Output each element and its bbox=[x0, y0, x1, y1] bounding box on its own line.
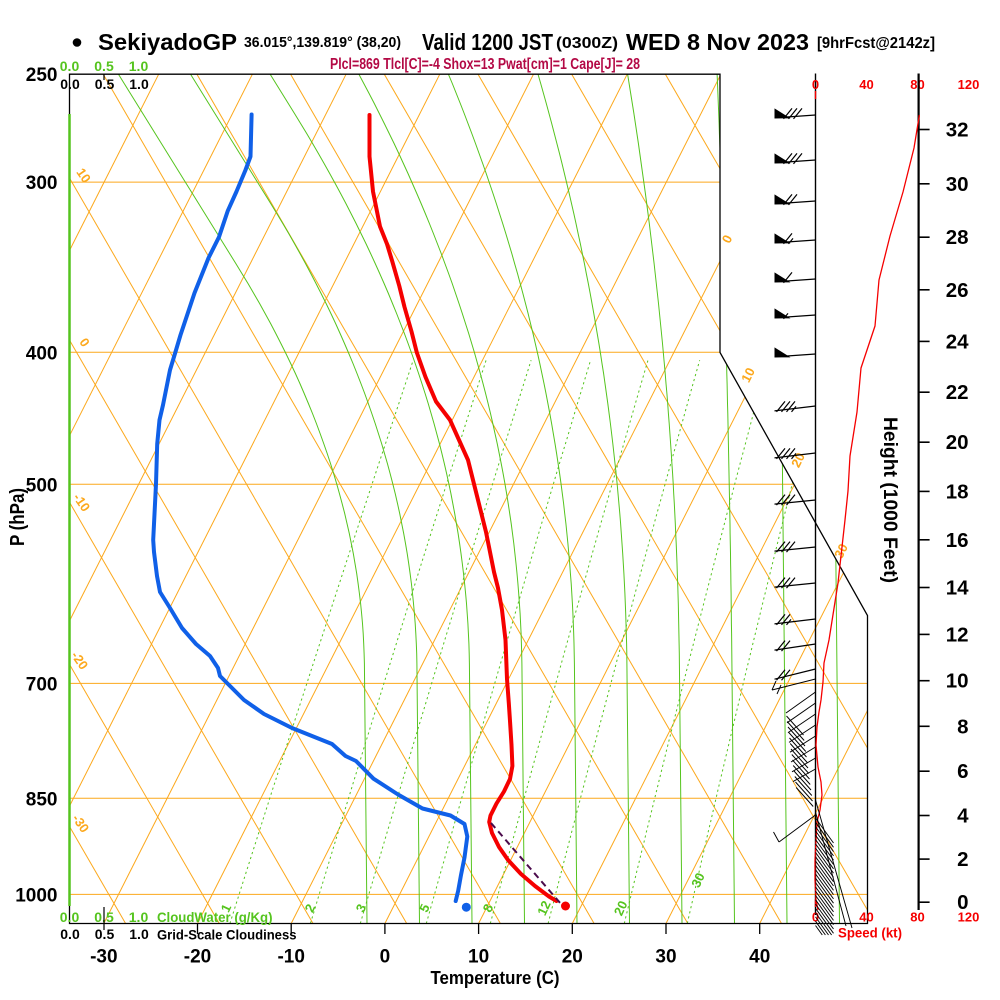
svg-text:26: 26 bbox=[946, 279, 969, 302]
svg-text:0.0: 0.0 bbox=[60, 909, 80, 925]
svg-text:2: 2 bbox=[957, 848, 968, 871]
svg-text:40: 40 bbox=[859, 910, 873, 925]
svg-text:10: 10 bbox=[468, 947, 489, 968]
svg-text:6: 6 bbox=[957, 760, 968, 783]
svg-text:24: 24 bbox=[946, 330, 969, 353]
svg-text:20: 20 bbox=[611, 898, 631, 917]
svg-text:36.015°,139.819° (38,20): 36.015°,139.819° (38,20) bbox=[244, 34, 401, 51]
svg-text:Grid-Scale Cloudiness: Grid-Scale Cloudiness bbox=[157, 927, 297, 943]
svg-text:0: 0 bbox=[380, 947, 391, 968]
svg-text:32: 32 bbox=[946, 118, 969, 141]
svg-text:1.0: 1.0 bbox=[129, 58, 149, 74]
svg-text:30: 30 bbox=[946, 173, 969, 196]
svg-text:20: 20 bbox=[562, 947, 583, 968]
svg-text:(0300Z): (0300Z) bbox=[556, 35, 618, 52]
svg-text:300: 300 bbox=[26, 173, 58, 194]
svg-text:700: 700 bbox=[26, 674, 58, 695]
svg-text:22: 22 bbox=[946, 381, 969, 404]
svg-text:0.0: 0.0 bbox=[60, 58, 80, 74]
svg-text:0.5: 0.5 bbox=[95, 926, 115, 942]
svg-text:12: 12 bbox=[534, 898, 554, 917]
svg-text:SekiyadoGP: SekiyadoGP bbox=[98, 29, 237, 55]
svg-text:-20: -20 bbox=[184, 947, 211, 968]
svg-text:40: 40 bbox=[749, 947, 770, 968]
svg-text:8: 8 bbox=[957, 715, 968, 738]
svg-text:16: 16 bbox=[946, 529, 969, 552]
svg-text:40: 40 bbox=[859, 77, 873, 92]
svg-text:Speed (kt): Speed (kt) bbox=[838, 926, 902, 941]
svg-text:-30: -30 bbox=[90, 947, 117, 968]
svg-text:20: 20 bbox=[946, 431, 969, 454]
svg-text:30: 30 bbox=[688, 870, 708, 889]
svg-text:120: 120 bbox=[958, 77, 980, 92]
svg-text:10: 10 bbox=[738, 365, 758, 385]
svg-text:28: 28 bbox=[946, 226, 969, 249]
svg-text:-10: -10 bbox=[277, 947, 304, 968]
svg-text:Height (1000 Feet): Height (1000 Feet) bbox=[879, 417, 901, 583]
svg-text:0.0: 0.0 bbox=[60, 926, 80, 942]
svg-text:12: 12 bbox=[946, 623, 969, 646]
svg-text:0.0: 0.0 bbox=[60, 76, 80, 92]
svg-text:4: 4 bbox=[957, 804, 969, 827]
svg-text:850: 850 bbox=[26, 789, 58, 810]
svg-text:P (hPa): P (hPa) bbox=[7, 488, 29, 546]
svg-text:[9hrFcst@2142z]: [9hrFcst@2142z] bbox=[817, 35, 935, 52]
svg-text:400: 400 bbox=[26, 343, 58, 364]
svg-text:10: 10 bbox=[73, 165, 94, 185]
svg-text:WED 8 Nov 2023: WED 8 Nov 2023 bbox=[626, 29, 809, 55]
svg-text:30: 30 bbox=[655, 947, 676, 968]
svg-text:1.0: 1.0 bbox=[129, 76, 149, 92]
svg-text:0: 0 bbox=[812, 77, 819, 92]
svg-text:0: 0 bbox=[957, 891, 968, 914]
svg-text:120: 120 bbox=[958, 910, 980, 925]
svg-text:1.0: 1.0 bbox=[129, 909, 149, 925]
svg-text:18: 18 bbox=[946, 480, 969, 503]
svg-text:10: 10 bbox=[946, 670, 969, 693]
svg-text:Temperature (C): Temperature (C) bbox=[431, 968, 560, 988]
svg-text:250: 250 bbox=[26, 65, 58, 86]
svg-text:Plcl=869 Tlcl[C]=-4 Shox=13 Pw: Plcl=869 Tlcl[C]=-4 Shox=13 Pwat[cm]=1 C… bbox=[330, 56, 640, 73]
svg-text:500: 500 bbox=[26, 475, 58, 496]
svg-text:14: 14 bbox=[946, 576, 969, 599]
svg-text:1000: 1000 bbox=[15, 885, 57, 906]
svg-text:80: 80 bbox=[910, 910, 924, 925]
svg-text:0.5: 0.5 bbox=[95, 76, 115, 92]
svg-text:Valid 1200 JST: Valid 1200 JST bbox=[422, 29, 554, 55]
svg-text:CloudWater (g/Kg): CloudWater (g/Kg) bbox=[157, 909, 273, 925]
svg-text:1.0: 1.0 bbox=[129, 926, 149, 942]
svg-text:0.5: 0.5 bbox=[94, 58, 114, 74]
